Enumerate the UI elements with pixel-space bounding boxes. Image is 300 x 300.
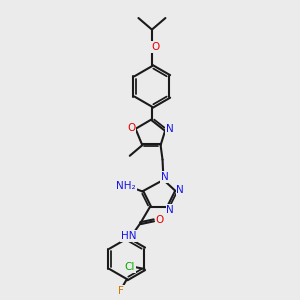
Text: N: N — [166, 124, 173, 134]
Text: NH₂: NH₂ — [116, 181, 136, 190]
Text: N: N — [167, 205, 174, 215]
Text: O: O — [127, 123, 135, 133]
Text: O: O — [151, 42, 160, 52]
Text: F: F — [118, 286, 124, 296]
Text: HN: HN — [121, 231, 136, 241]
Text: N: N — [176, 185, 184, 196]
Text: Cl: Cl — [125, 262, 135, 272]
Text: O: O — [155, 215, 164, 225]
Text: N: N — [160, 172, 168, 182]
